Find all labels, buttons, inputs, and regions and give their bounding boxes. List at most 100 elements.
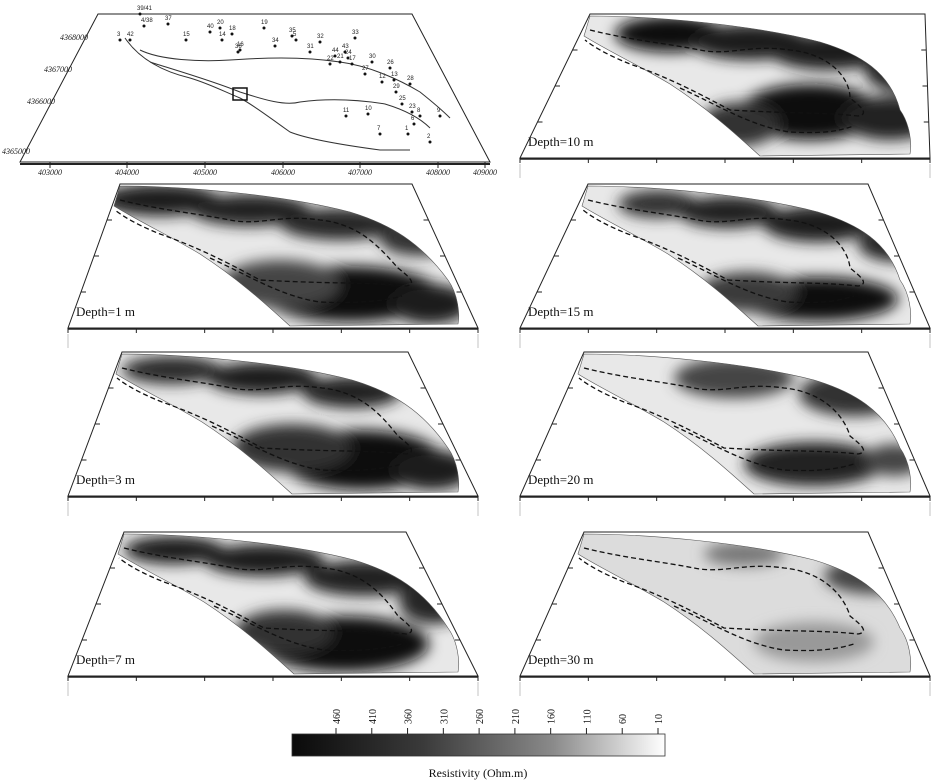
station-label: 23	[409, 104, 416, 110]
station-marker	[262, 26, 266, 30]
map-river	[149, 61, 431, 129]
resistivity-anomaly	[232, 424, 352, 472]
station-label: 7	[377, 126, 381, 132]
station-marker	[344, 114, 348, 118]
station-marker	[236, 50, 240, 54]
survey-outline	[115, 353, 459, 495]
station-marker	[343, 50, 347, 54]
survey-outline	[113, 185, 459, 327]
depth-label: Depth=7 m	[76, 652, 135, 667]
station-marker	[138, 12, 142, 16]
station-marker	[378, 132, 382, 136]
station-marker	[380, 80, 384, 84]
station-marker	[338, 60, 342, 64]
map-x-tick-label: 406000	[271, 168, 295, 177]
dashed-contour	[211, 425, 403, 472]
station-marker	[328, 62, 332, 66]
colorbar-tick-label: 460	[332, 709, 343, 724]
station-label: 19	[261, 20, 268, 26]
resistivity-anomaly	[674, 358, 794, 398]
map-x-tick-label: 407000	[348, 168, 372, 177]
depth-panel-d15: Depth=15 m	[519, 183, 931, 348]
dashed-contour	[213, 605, 403, 652]
station-marker	[412, 122, 416, 126]
station-label: 28	[407, 76, 414, 82]
station-label: 13	[391, 72, 398, 78]
dashed-contour	[578, 547, 865, 635]
resistivity-anomaly	[704, 542, 784, 566]
resistivity-anomaly	[824, 558, 911, 594]
resistivity-anomaly	[618, 190, 698, 218]
station-marker	[410, 110, 414, 114]
station-label: 34	[272, 38, 279, 44]
station-marker	[294, 38, 298, 42]
station-marker	[363, 72, 367, 76]
depth-label: Depth=10 m	[528, 134, 593, 149]
map-y-tick-label: 4366000	[27, 97, 55, 106]
resistivity-anomaly	[234, 610, 334, 654]
station-label: 31	[307, 44, 314, 50]
station-marker	[230, 32, 234, 36]
resistivity-anomaly	[124, 536, 224, 564]
station-label: 22	[327, 56, 334, 62]
colorbar: 460 410 360 310 260 210 160 110 60 10 Resistivity…	[291, 709, 666, 780]
station-label: 30	[369, 54, 376, 60]
dashed-contour	[209, 257, 403, 304]
resistivity-anomaly	[840, 96, 911, 140]
station-label: 26	[387, 60, 394, 66]
station-label: 32	[317, 34, 324, 40]
resistivity-anomaly	[190, 194, 310, 226]
colorbar-ticks: 460 410 360 310 260 210 160 110 60 10	[332, 709, 665, 734]
resistivity-anomaly	[700, 102, 780, 146]
station-marker	[308, 50, 312, 54]
station-label: 44	[332, 48, 339, 54]
map-x-tick-label: 404000	[115, 168, 139, 177]
station-marker	[184, 38, 188, 42]
colorbar-ramp	[291, 733, 666, 757]
depth-panel-d7: Depth=7 m	[67, 531, 479, 696]
map-inner-boundary	[139, 49, 451, 119]
resistivity-anomaly	[380, 224, 459, 256]
station-label: 40	[207, 24, 214, 30]
map-y-tick-label: 4367000	[44, 65, 72, 74]
station-label: 14	[219, 32, 226, 38]
station-marker	[438, 114, 442, 118]
dashed-contour	[118, 547, 413, 635]
resistivity-anomaly	[678, 196, 778, 228]
colorbar-title: Resistivity (Ohm.m)	[429, 766, 528, 780]
station-marker	[406, 132, 410, 136]
station-label: 8	[417, 108, 421, 114]
station-label: 11	[343, 108, 350, 114]
resistivity-anomaly	[770, 34, 890, 70]
station-label: 25	[399, 96, 406, 102]
station-marker	[370, 60, 374, 64]
map-x-tick-label: 408000	[426, 168, 450, 177]
station-marker	[350, 62, 354, 66]
station-marker	[318, 40, 322, 44]
map-coastline	[124, 37, 410, 151]
station-marker	[273, 44, 277, 48]
station-marker	[400, 102, 404, 106]
depth-label: Depth=3 m	[76, 472, 135, 487]
depth-panel-d30: Depth=30 m	[519, 531, 931, 696]
station-label: 37	[165, 16, 172, 22]
map-location-box	[232, 87, 248, 101]
station-marker	[290, 34, 294, 38]
station-label: 36	[235, 44, 242, 50]
station-label: 2	[427, 134, 431, 140]
station-marker	[394, 90, 398, 94]
colorbar-tick-label: 160	[547, 709, 558, 724]
depth-panel-d10: Depth=10 m	[519, 13, 931, 178]
dashed-contour	[673, 425, 855, 472]
colorbar-tick-label: 110	[582, 709, 593, 724]
station-label: 20	[217, 20, 224, 26]
colorbar-tick-label: 60	[618, 714, 629, 724]
station-label: 21	[337, 54, 344, 60]
colorbar-tick-label: 260	[475, 709, 486, 724]
map-y-tick-label: 4365000	[2, 147, 30, 156]
station-marker	[208, 30, 212, 34]
station-marker	[118, 38, 122, 42]
station-label: 6	[411, 116, 415, 122]
depth-label: Depth=1 m	[76, 304, 135, 319]
station-label: 29	[393, 84, 400, 90]
